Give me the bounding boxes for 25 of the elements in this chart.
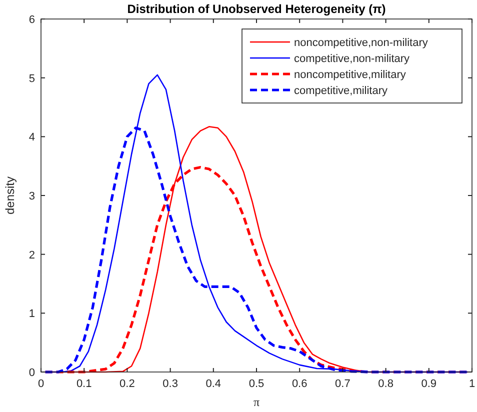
x-tick-label: 0.1: [76, 378, 92, 390]
x-tick-label: 0.3: [162, 378, 178, 390]
legend-label: noncompetitive,non-military: [294, 37, 428, 49]
y-tick-label: 6: [28, 14, 35, 26]
legend-label: noncompetitive,military: [294, 69, 406, 81]
y-tick-label: 0: [28, 367, 35, 379]
x-tick-label: 0.8: [378, 378, 394, 390]
x-tick-label: 0.2: [120, 378, 135, 390]
x-tick-label: 0.4: [206, 378, 222, 390]
x-tick-label: 0.9: [421, 378, 437, 390]
x-tick-label: 0.7: [335, 378, 350, 390]
y-tick-label: 3: [28, 190, 35, 202]
x-axis-title: π: [253, 395, 260, 409]
y-axis-title: density: [3, 176, 17, 215]
y-tick-label: 1: [28, 308, 35, 320]
x-tick-label: 0.6: [292, 378, 308, 390]
chart-title: Distribution of Unobserved Heterogeneity (π): [127, 2, 386, 16]
legend-label: competitive,non-military: [294, 53, 410, 65]
y-tick-label: 2: [28, 249, 35, 262]
x-tick-label: 0.5: [248, 378, 264, 390]
y-tick-label: 4: [28, 132, 35, 144]
x-tick-label: 0: [38, 378, 44, 390]
legend-label: competitive,military: [294, 85, 388, 97]
x-tick-label: 1: [468, 378, 476, 390]
y-tick-label: 5: [28, 72, 35, 85]
